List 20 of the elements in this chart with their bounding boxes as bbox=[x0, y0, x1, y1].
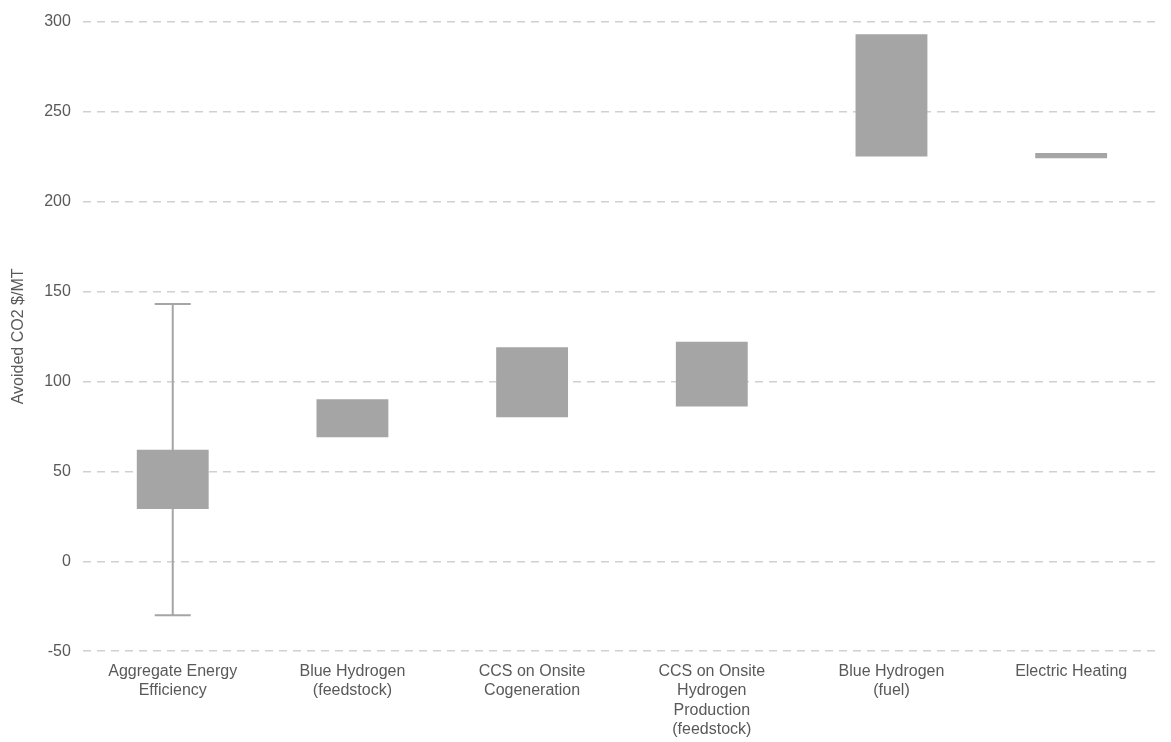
y-tick-label: 300 bbox=[44, 12, 71, 30]
y-tick-label: 150 bbox=[44, 281, 71, 299]
x-tick-label: CCS on Onsite Cogeneration bbox=[478, 662, 586, 699]
x-tick-label: Blue Hydrogen (feedstock) bbox=[299, 662, 406, 699]
x-tick-label: Blue Hydrogen (fuel) bbox=[838, 662, 945, 699]
y-tick-label: 100 bbox=[44, 371, 71, 389]
bar bbox=[316, 399, 389, 438]
y-tick-label: 0 bbox=[61, 551, 71, 569]
bar bbox=[855, 34, 928, 157]
bar bbox=[675, 341, 748, 407]
x-tick-label: CCS on Onsite Hydrogen Production (feedstock) bbox=[658, 662, 766, 737]
y-tick-label: -50 bbox=[47, 641, 71, 659]
y-tick-label: 50 bbox=[53, 461, 71, 479]
y-axis-title: Avoided CO2 $/MT bbox=[9, 268, 27, 405]
y-tick-label: 250 bbox=[44, 101, 71, 119]
bar bbox=[1035, 152, 1108, 159]
x-tick-label: Aggregate Energy Efficiency bbox=[108, 662, 238, 699]
bar bbox=[496, 347, 569, 418]
x-tick-label: Electric Heating bbox=[1015, 662, 1128, 680]
y-tick-label: 200 bbox=[44, 191, 71, 209]
